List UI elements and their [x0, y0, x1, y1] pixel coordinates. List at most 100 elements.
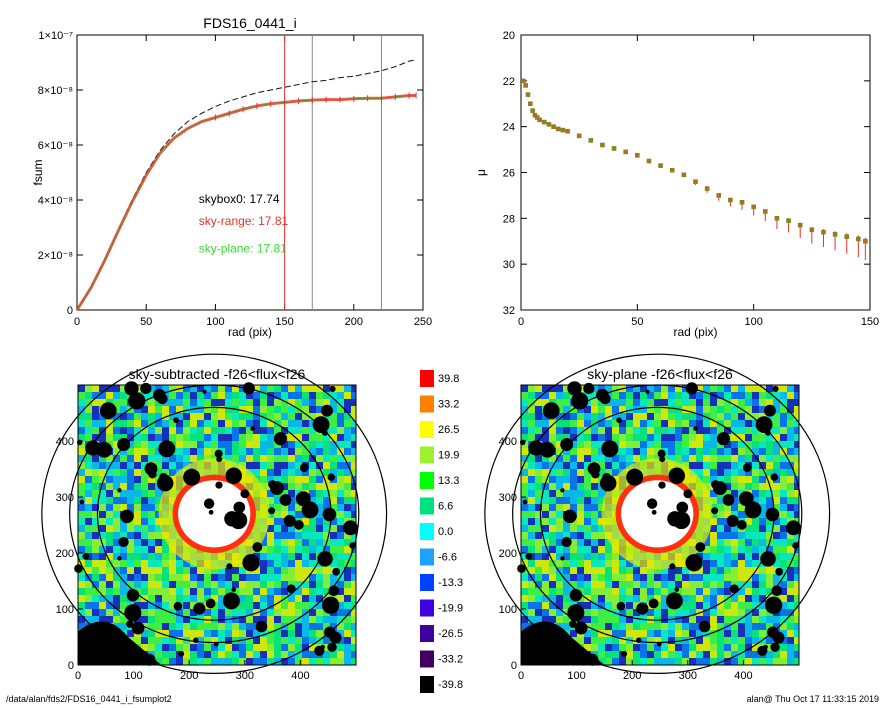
- plot1-ytick-label: 2×10⁻⁸: [38, 250, 73, 262]
- heatmap-cell: [591, 644, 598, 651]
- heatmap-cell: [605, 567, 612, 574]
- heatmap-cell: [794, 406, 799, 413]
- heatmap-cell: [787, 616, 794, 623]
- heatmap-cell: [619, 462, 626, 469]
- heatmap-cell: [183, 455, 190, 462]
- heatmap-cell: [759, 399, 766, 406]
- heatmap-cell: [78, 448, 85, 455]
- heatmap-cell: [766, 525, 773, 532]
- heatmap-cell: [787, 427, 794, 434]
- heatmap-cell: [598, 490, 605, 497]
- heatmap-cell: [295, 427, 302, 434]
- heatmap-cell: [225, 427, 232, 434]
- heatmap-cell: [92, 525, 99, 532]
- heatmap-cell: [570, 434, 577, 441]
- heatmap-cell: [148, 525, 155, 532]
- heatmap-cell: [148, 441, 155, 448]
- heatmap-cell: [591, 504, 598, 511]
- heatmap-cell: [689, 427, 696, 434]
- heatmap-cell: [183, 623, 190, 630]
- heatmap-cell: [598, 616, 605, 623]
- heatmap-cell: [570, 525, 577, 532]
- heatmap-cell: [591, 623, 598, 630]
- heatmap-cell: [542, 525, 549, 532]
- heatmap-cell: [703, 595, 710, 602]
- heatmap-cell: [351, 553, 356, 560]
- heatmap-cell: [542, 553, 549, 560]
- heatmap-cell: [780, 385, 787, 392]
- heatmap-cell: [302, 560, 309, 567]
- heatmap-cell: [542, 497, 549, 504]
- heatmap-cell: [689, 574, 696, 581]
- heatmap-cell: [689, 399, 696, 406]
- heatmap-cell: [759, 518, 766, 525]
- heatmap-cell: [591, 455, 598, 462]
- heatmap-cell: [535, 581, 542, 588]
- heatmap-cell: [78, 546, 85, 553]
- heatmap-cell: [99, 553, 106, 560]
- heatmap-cell: [619, 616, 626, 623]
- heatmap-cell: [654, 448, 661, 455]
- heatmap-cell: [563, 497, 570, 504]
- heatmap-cell: [549, 525, 556, 532]
- heatmap-cell: [521, 413, 528, 420]
- heatmap-cell: [759, 581, 766, 588]
- heatmap-cell: [190, 448, 197, 455]
- heatmap-cell: [794, 413, 799, 420]
- heatmap-cell: [696, 595, 703, 602]
- heatmap-cell: [190, 644, 197, 651]
- heatmap-cell: [731, 392, 738, 399]
- heatmap-cell: [120, 413, 127, 420]
- heatmap-cell: [570, 553, 577, 560]
- heatmap-cell: [288, 658, 295, 665]
- heatmap-cell: [239, 441, 246, 448]
- heatmap-mask: [255, 620, 268, 633]
- heatmap-cell: [323, 532, 330, 539]
- heatmap-cell: [710, 553, 717, 560]
- heatmap-cell: [351, 651, 356, 658]
- heatmap-cell: [521, 469, 528, 476]
- heatmap-cell: [267, 406, 274, 413]
- heatmap-cell: [253, 455, 260, 462]
- heatmap-cell: [724, 385, 731, 392]
- heatmap-cell: [675, 427, 682, 434]
- heatmap-cell: [577, 602, 584, 609]
- heatmap-cell: [113, 483, 120, 490]
- heatmap-cell: [633, 602, 640, 609]
- heatmap-cell: [542, 385, 549, 392]
- heatmap-cell: [682, 420, 689, 427]
- heatmap-cell: [535, 539, 542, 546]
- heatmap-cell: [92, 609, 99, 616]
- heatmap-cell: [703, 644, 710, 651]
- heatmap-cell: [696, 441, 703, 448]
- heatmap-cell: [155, 567, 162, 574]
- heatmap-cell: [309, 406, 316, 413]
- heatmap-cell: [330, 406, 337, 413]
- heatmap-cell: [211, 595, 218, 602]
- heatmap-cell: [120, 504, 127, 511]
- heatmap-cell: [724, 462, 731, 469]
- heatmap-cell: [155, 525, 162, 532]
- plot2-point: [728, 197, 733, 203]
- heatmap-cell: [337, 511, 344, 518]
- heatmap-mask: [328, 585, 340, 596]
- heatmap-cell: [281, 399, 288, 406]
- heatmap-cell: [619, 658, 626, 665]
- heatmap-cell: [563, 588, 570, 595]
- heatmap-cell: [155, 490, 162, 497]
- heatmap-cell: [78, 525, 85, 532]
- heatmap-cell: [148, 413, 155, 420]
- heatmap-cell: [162, 539, 169, 546]
- heatmap-mask: [268, 507, 276, 515]
- heatmap-cell: [351, 392, 356, 399]
- heatmap-xtick-label: 300: [679, 670, 697, 682]
- heatmap-cell: [563, 385, 570, 392]
- heatmap-cell: [197, 392, 204, 399]
- heatmap-cell: [106, 427, 113, 434]
- heatmap-cell: [794, 609, 799, 616]
- heatmap-cell: [337, 434, 344, 441]
- heatmap-cell: [731, 546, 738, 553]
- heatmap-cell: [239, 448, 246, 455]
- heatmap-cell: [787, 483, 794, 490]
- heatmap-cell: [780, 567, 787, 574]
